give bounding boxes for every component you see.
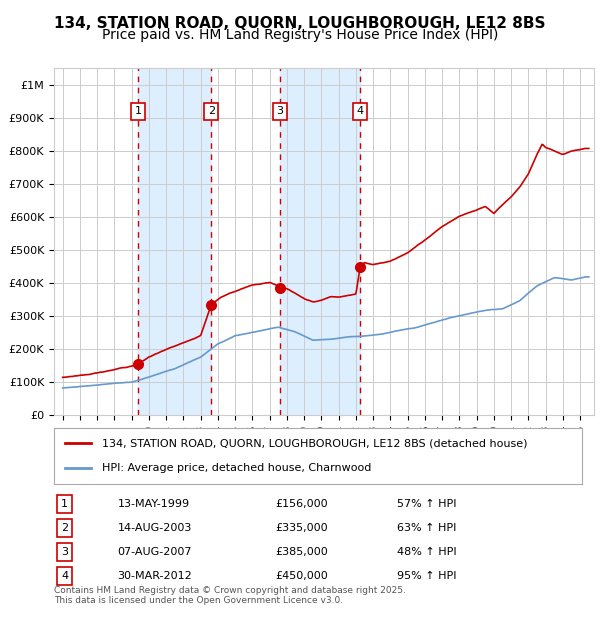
Bar xyxy=(138,68,211,415)
Text: 63% ↑ HPI: 63% ↑ HPI xyxy=(397,523,457,533)
Text: £335,000: £335,000 xyxy=(276,523,328,533)
Text: 13-MAY-1999: 13-MAY-1999 xyxy=(118,499,190,509)
Text: £385,000: £385,000 xyxy=(276,547,329,557)
Text: £450,000: £450,000 xyxy=(276,571,329,581)
Text: Price paid vs. HM Land Registry's House Price Index (HPI): Price paid vs. HM Land Registry's House … xyxy=(102,28,498,42)
Text: 14-AUG-2003: 14-AUG-2003 xyxy=(118,523,192,533)
Text: HPI: Average price, detached house, Charnwood: HPI: Average price, detached house, Char… xyxy=(101,463,371,473)
Text: Contains HM Land Registry data © Crown copyright and database right 2025.
This d: Contains HM Land Registry data © Crown c… xyxy=(54,586,406,605)
Text: 2: 2 xyxy=(208,106,215,116)
Text: 1: 1 xyxy=(134,106,142,116)
Text: 4: 4 xyxy=(356,106,364,116)
Text: 4: 4 xyxy=(61,571,68,581)
Text: 134, STATION ROAD, QUORN, LOUGHBOROUGH, LE12 8BS: 134, STATION ROAD, QUORN, LOUGHBOROUGH, … xyxy=(54,16,546,30)
Bar xyxy=(280,68,360,415)
Text: 2: 2 xyxy=(61,523,68,533)
Text: 07-AUG-2007: 07-AUG-2007 xyxy=(118,547,192,557)
Text: 3: 3 xyxy=(277,106,284,116)
Text: 48% ↑ HPI: 48% ↑ HPI xyxy=(397,547,457,557)
Text: 95% ↑ HPI: 95% ↑ HPI xyxy=(397,571,457,581)
Text: £156,000: £156,000 xyxy=(276,499,328,509)
Text: 57% ↑ HPI: 57% ↑ HPI xyxy=(397,499,457,509)
Text: 134, STATION ROAD, QUORN, LOUGHBOROUGH, LE12 8BS (detached house): 134, STATION ROAD, QUORN, LOUGHBOROUGH, … xyxy=(101,438,527,448)
Text: 30-MAR-2012: 30-MAR-2012 xyxy=(118,571,192,581)
Text: 3: 3 xyxy=(61,547,68,557)
Text: 1: 1 xyxy=(61,499,68,509)
